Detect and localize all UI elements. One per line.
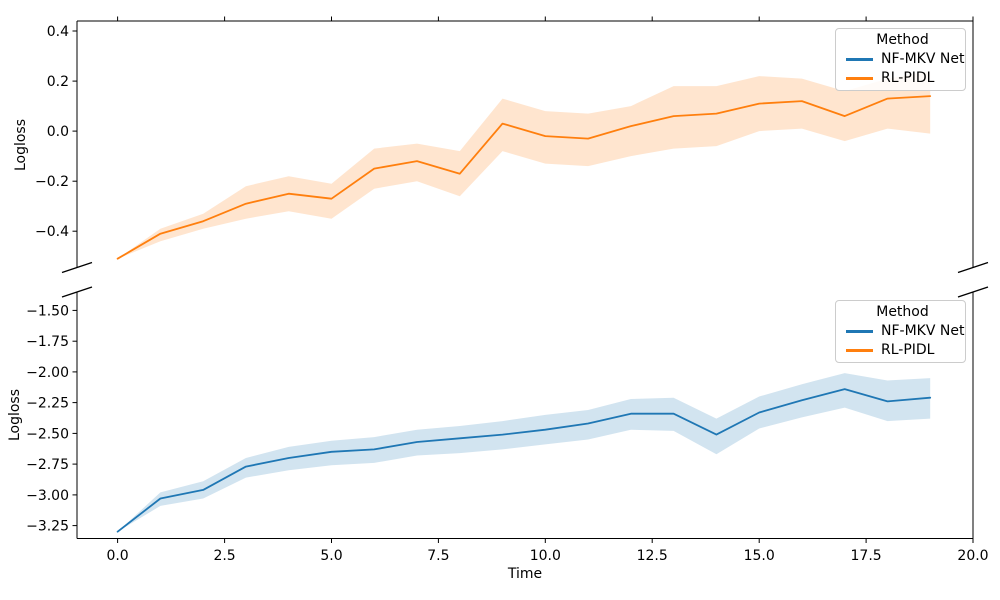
legend-entry-label: RL-PIDL [881, 342, 935, 358]
bottom-y-tick-label: −2.75 [26, 457, 69, 473]
bottom-confidence-band-nf-mkv-net [117, 373, 931, 532]
x-tick-label: 17.5 [851, 548, 882, 564]
rl-pidl-line-swatch [846, 349, 873, 352]
legend-entry-nf-mkv-net: NF-MKV Net [846, 50, 964, 69]
x-tick-label: 0.0 [106, 548, 128, 564]
top-y-tick-label: −0.2 [35, 174, 69, 190]
bottom-y-tick-label: −1.75 [26, 334, 69, 350]
bottom-y-tick-label: −2.25 [26, 396, 69, 412]
bottom-y-axis-label: Logloss [7, 388, 23, 442]
top-y-tick-label: −0.4 [35, 224, 69, 240]
axis-break-mark [957, 261, 989, 274]
bottom-y-tick-label: −1.50 [26, 303, 69, 319]
axis-break-mark [957, 286, 989, 298]
axis-break-mark [61, 286, 93, 298]
nf-mkv-net-line-swatch [846, 330, 873, 333]
bottom-y-tick-label: −3.00 [26, 488, 69, 504]
x-tick-label: 2.5 [213, 548, 235, 564]
x-tick-label: 15.0 [744, 548, 775, 564]
bottom-y-tick-label: −3.25 [26, 519, 69, 535]
top-y-axis-label: Logloss [13, 118, 29, 172]
top-y-tick-label: 0.2 [47, 74, 69, 90]
legend-entry-label: NF-MKV Net [881, 323, 965, 339]
x-axis-label: Time [507, 566, 543, 582]
top-y-tick-label: 0.0 [47, 124, 69, 140]
legend-entry-label: NF-MKV Net [881, 51, 965, 67]
bottom-y-tick-label: −2.00 [26, 365, 69, 381]
x-tick-label: 5.0 [320, 548, 342, 564]
bottom-y-tick-label: −2.50 [26, 426, 69, 442]
x-tick-label: 7.5 [427, 548, 449, 564]
legend-top: Method NF-MKV Net RL-PIDL [835, 28, 966, 91]
x-tick-label: 12.5 [637, 548, 668, 564]
legend-entry-label: RL-PIDL [881, 70, 935, 86]
rl-pidl-line-swatch [846, 77, 873, 80]
nf-mkv-net-line-swatch [846, 58, 873, 61]
top-line-rl-pidl [116, 95, 932, 260]
x-tick-label: 20.0 [957, 548, 988, 564]
legend-entry-rl-pidl: RL-PIDL [846, 341, 959, 360]
axis-break-mark [61, 261, 93, 274]
x-tick-label: 10.0 [530, 548, 561, 564]
top-confidence-band-rl-pidl [117, 71, 931, 259]
legend-entry-rl-pidl: RL-PIDL [846, 69, 959, 88]
legend-entry-nf-mkv-net: NF-MKV Net [846, 322, 964, 341]
bottom-line-nf-mkv-net [116, 388, 932, 533]
legend-title: Method [876, 32, 929, 48]
legend-title: Method [876, 304, 929, 320]
top-y-tick-label: 0.4 [47, 24, 69, 40]
legend-bottom: Method NF-MKV Net RL-PIDL [835, 300, 966, 363]
